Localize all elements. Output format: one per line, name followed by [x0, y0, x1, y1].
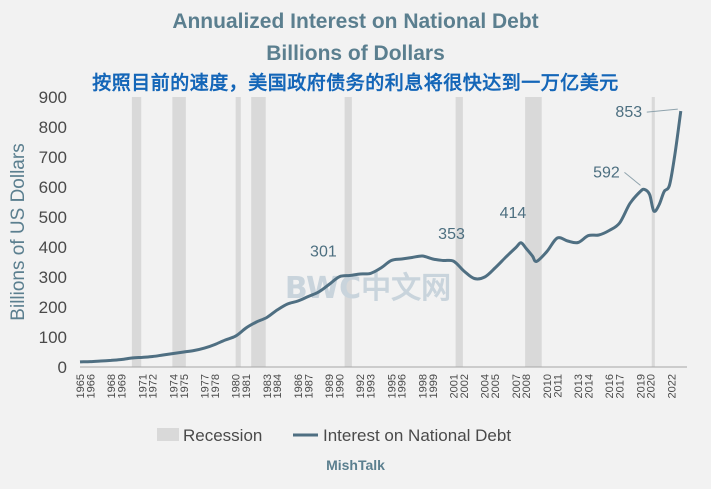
x-tick-label: 2017	[615, 374, 627, 398]
x-tick-label: 2001	[449, 374, 461, 398]
x-tick-label: 2007	[511, 374, 523, 398]
x-tick-label: 1978	[210, 374, 222, 398]
y-tick-label: 800	[39, 118, 67, 137]
annotation-label: 853	[615, 104, 642, 121]
annotation-leader	[624, 172, 641, 186]
x-tick-label: 2005	[490, 374, 502, 398]
x-tick-label: 1965	[75, 374, 87, 398]
x-tick-label: 2016	[604, 374, 616, 398]
y-tick-label: 0	[58, 358, 67, 377]
series-line-interest	[79, 110, 683, 364]
recession-band-2	[235, 97, 241, 367]
x-tick-label: 1990	[334, 374, 346, 398]
y-tick-label: 300	[39, 268, 67, 287]
chinese-subtitle: 按照目前的速度，美国政府债务的利息将很快达到一万亿美元	[92, 72, 619, 94]
recession-band-3	[251, 97, 266, 367]
x-tick-label: 1981	[241, 374, 253, 398]
legend-recession-swatch	[157, 428, 179, 441]
annotation-leader	[646, 108, 678, 113]
recession-bands	[131, 97, 655, 367]
x-tick-label: 1992	[355, 374, 367, 398]
x-tick-label: 1971	[137, 374, 149, 398]
x-tick-label: 2004	[480, 374, 492, 398]
x-tick-label: 1977	[200, 374, 212, 398]
x-tick-label: 2013	[573, 374, 585, 398]
annotation-label: 414	[500, 205, 527, 222]
x-tick-label: 2020	[646, 374, 658, 398]
y-axis-title: Billions of US Dollars	[8, 143, 29, 320]
x-tick-label: 1986	[293, 374, 305, 398]
chart-title: Annualized Interest on National Debt	[172, 10, 539, 33]
x-tick-label: 1996	[397, 374, 409, 398]
x-tick-label: 2002	[459, 374, 471, 398]
recession-band-0	[131, 97, 142, 367]
y-tick-label: 100	[39, 328, 67, 347]
x-tick-label: 2019	[635, 374, 647, 398]
y-tick-label: 500	[39, 208, 67, 227]
y-tick-label: 900	[39, 88, 67, 107]
y-tick-label: 700	[39, 148, 67, 167]
x-tick-label: 1987	[303, 374, 315, 398]
recession-band-6	[525, 97, 542, 367]
series-layer	[79, 110, 683, 364]
y-tick-label: 600	[39, 178, 67, 197]
x-tick-label: 1980	[231, 374, 243, 398]
chart-subtitle: Billions of Dollars	[266, 42, 445, 65]
recession-band-5	[455, 97, 463, 367]
watermark: BWC中文网	[285, 271, 451, 306]
legend-interest-label: Interest on National Debt	[323, 426, 511, 445]
source-label: MishTalk	[326, 457, 385, 473]
x-tick-label: 1969	[117, 374, 129, 398]
annotation-label: 301	[310, 244, 337, 261]
x-tick-label: 1975	[179, 374, 191, 398]
x-tick-label: 1983	[262, 374, 274, 398]
legend: Recession Interest on National Debt	[157, 426, 511, 445]
annotations: 301 353 414 592 853	[310, 104, 678, 261]
x-tick-label: 2011	[552, 374, 564, 398]
x-tick-label: 1968	[106, 374, 118, 398]
y-tick-label: 200	[39, 298, 67, 317]
x-tick-label: 2008	[521, 374, 533, 398]
x-tick-label: 1984	[272, 374, 284, 398]
x-tick-label: 1995	[386, 374, 398, 398]
recession-band-4	[344, 97, 352, 367]
recession-band-7	[651, 97, 655, 367]
y-tick-label: 400	[39, 238, 67, 257]
legend-recession-label: Recession	[183, 426, 262, 445]
annotation-label: 353	[438, 226, 465, 243]
x-tick-label: 2014	[583, 374, 595, 398]
x-tick-label: 1998	[417, 374, 429, 398]
x-tick-label: 1993	[366, 374, 378, 398]
x-tick-label: 1974	[168, 374, 180, 398]
recession-band-1	[172, 97, 186, 367]
x-tick-label: 1966	[85, 374, 97, 398]
x-tick-label: 1989	[324, 374, 336, 398]
x-tick-label: 1972	[148, 374, 160, 398]
annotation-label: 592	[593, 164, 620, 181]
x-tick-label: 1999	[428, 374, 440, 398]
x-tick-label: 2010	[542, 374, 554, 398]
x-tick-label: 2022	[666, 374, 678, 398]
